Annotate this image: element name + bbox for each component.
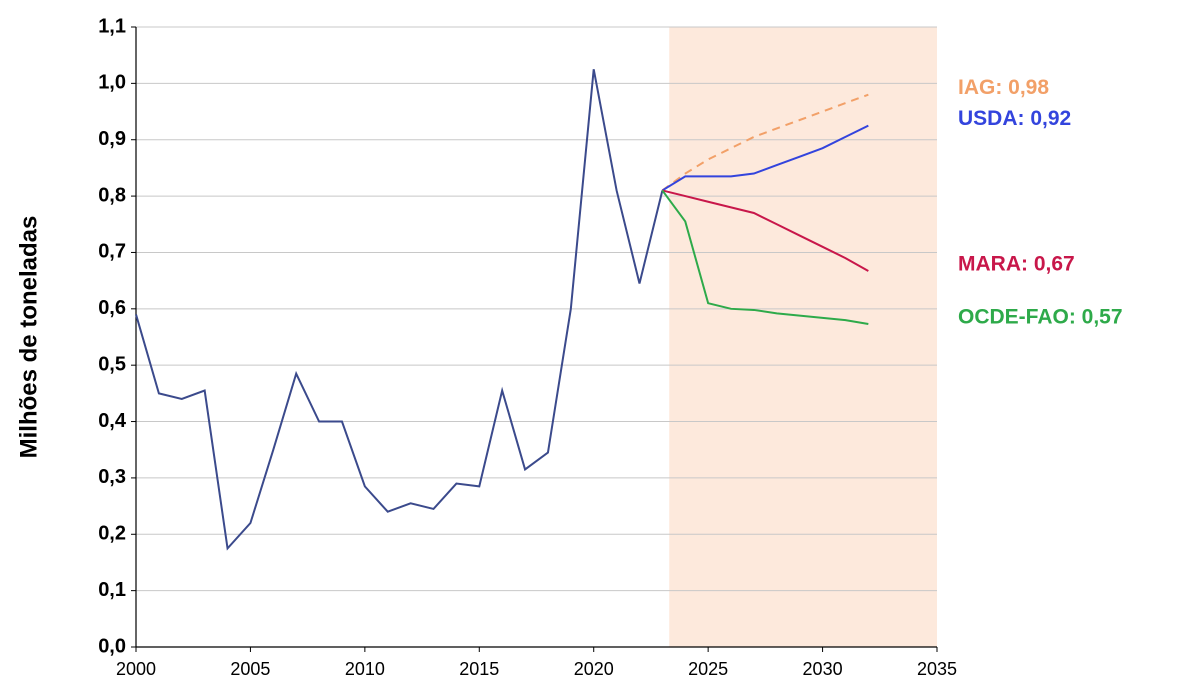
series-line [661,93,869,192]
y-tick-label: 0,0 [98,635,126,657]
y-tick-label: 0,4 [98,410,127,432]
x-tick-label: 2015 [459,659,499,679]
y-tick-label: 0,1 [98,579,126,601]
x-tick-label: 2030 [803,659,843,679]
y-tick-label: 0,2 [98,523,126,545]
x-tick-label: 2005 [230,659,270,679]
series-label: USDA: 0,92 [958,107,1071,130]
series-line [661,124,869,192]
series-line [661,189,869,326]
y-tick-label: 1,0 [98,72,126,94]
y-tick-label: 0,5 [98,353,126,375]
x-tick-label: 2010 [345,659,385,679]
y-tick-label: 1,1 [98,15,126,37]
x-tick-label: 2000 [116,659,156,679]
x-tick-label: 2035 [917,659,957,679]
series-label: OCDE-FAO: 0,57 [958,306,1123,329]
y-tick-label: 0,9 [98,128,126,150]
series-line [135,69,664,551]
y-tick-label: 0,8 [98,184,126,206]
series-line [662,189,869,272]
series-label: IAG: 0,98 [958,76,1049,99]
forecast-region [669,27,937,647]
y-axis-label: Milhões de toneladas [15,216,42,459]
series-label: MARA: 0,67 [958,253,1075,276]
x-tick-label: 2020 [574,659,614,679]
x-tick-label: 2025 [688,659,728,679]
y-tick-label: 0,3 [98,466,126,488]
y-tick-label: 0,7 [98,241,126,263]
y-tick-label: 0,6 [98,297,126,319]
